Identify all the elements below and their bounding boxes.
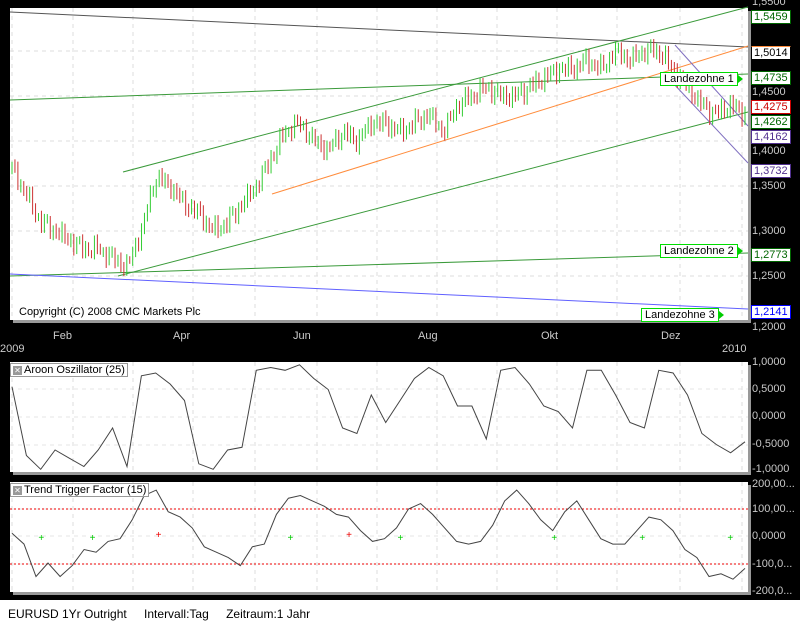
candles <box>11 39 746 277</box>
lower-channel-line <box>117 111 749 277</box>
aroon-tick: 0,0000 <box>752 410 786 422</box>
status-period: Zeitraum:1 Jahr <box>226 607 311 621</box>
buy-signal-icon: + <box>727 533 733 544</box>
aroon-tick: -0,5000 <box>752 438 790 450</box>
price-tick: 1,3500 <box>752 180 786 192</box>
landezone2-label[interactable]: Landezohne 2 <box>660 244 743 258</box>
ttf-line <box>11 489 746 580</box>
ttf-signals: + + + + + + + + + <box>38 530 733 544</box>
landezone3-line <box>9 273 749 310</box>
ttf-tick: -200,0... <box>752 585 793 597</box>
price-tick: 1,3000 <box>752 225 786 237</box>
buy-signal-icon: + <box>397 533 403 544</box>
landezone1-label[interactable]: Landezohne 1 <box>660 72 743 86</box>
status-instrument: EURUSD 1Yr Outright <box>8 607 127 621</box>
close-icon[interactable]: ✕ <box>13 366 22 375</box>
buy-signal-icon: + <box>639 533 645 544</box>
aroon-tick: 0,5000 <box>752 383 786 395</box>
sell-signal-icon: + <box>346 530 352 541</box>
sell-signal-icon: + <box>156 530 162 541</box>
buy-signal-icon: + <box>38 533 44 544</box>
aroon-tick: 1,0000 <box>752 356 786 368</box>
price-tag-down-channel-top: 1,4162 <box>751 130 791 144</box>
price-tag-hidden: 1,4262 <box>751 115 791 129</box>
price-tick: 1,5500 <box>752 0 786 8</box>
price-tag-down-channel-bottom: 1,3732 <box>751 164 791 178</box>
copyright: Copyright (C) 2008 CMC Markets Plc <box>19 306 201 318</box>
grid-lines <box>10 8 748 592</box>
aroon-line <box>11 364 746 471</box>
price-tick: 1,4500 <box>752 86 786 98</box>
buy-signal-icon: + <box>551 533 557 544</box>
ttf-title[interactable]: ✕ Trend Trigger Factor (15) <box>10 483 150 497</box>
month-label: Aug <box>418 330 438 342</box>
upper-channel-line <box>122 6 749 173</box>
status-interval: Intervall:Tag <box>144 607 209 621</box>
aroon-title[interactable]: ✕ Aroon Oszillator (25) <box>10 363 128 377</box>
aroon-tick: -1,0000 <box>752 463 790 475</box>
ttf-tick: 100,00... <box>752 503 795 515</box>
close-icon[interactable]: ✕ <box>13 486 22 495</box>
price-tag-current: 1,4275 <box>751 100 791 114</box>
resistance-line <box>9 11 749 48</box>
month-label: Dez <box>661 330 681 342</box>
ttf-tick: 200,00... <box>752 478 795 490</box>
year-label: 2009 <box>0 343 25 355</box>
price-tick: 1,2000 <box>752 321 786 333</box>
month-label: Apr <box>173 330 191 342</box>
price-tag-resistance: 1,5014 <box>751 46 791 60</box>
buy-signal-icon: + <box>90 533 96 544</box>
month-label: Feb <box>53 330 72 342</box>
price-tag-landezone1: 1,4735 <box>751 71 791 85</box>
price-tag-landezone3: 1,2141 <box>751 305 791 319</box>
month-label: Jun <box>293 330 311 342</box>
landezone3-label[interactable]: Landezohne 3 <box>641 308 724 322</box>
ttf-tick: -100,0... <box>752 558 793 570</box>
orange-channel-line <box>271 45 749 195</box>
ttf-tick: 0,0000 <box>752 530 786 542</box>
price-tag-upper-channel: 1,5459 <box>751 10 791 24</box>
month-label: Okt <box>541 330 559 342</box>
price-tick: 1,2500 <box>752 270 786 282</box>
landezone2-line <box>9 252 749 277</box>
price-tag-landezone2: 1,2773 <box>751 248 791 262</box>
price-tick: 1,4000 <box>752 145 786 157</box>
year-label: 2010 <box>722 343 747 355</box>
landezone1-line <box>9 73 749 101</box>
buy-signal-icon: + <box>288 533 294 544</box>
trend-lines <box>9 6 749 310</box>
status-bar: EURUSD 1Yr Outright Intervall:Tag Zeitra… <box>0 600 800 625</box>
